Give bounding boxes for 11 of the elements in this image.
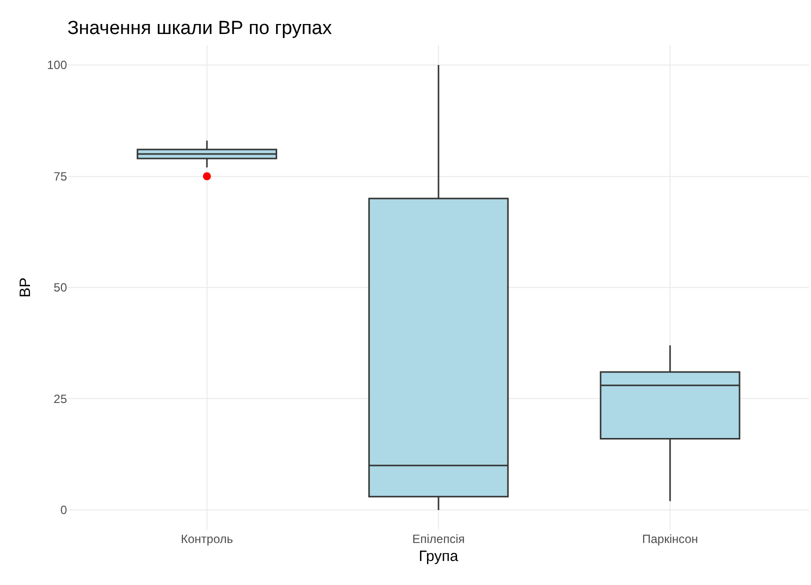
y-tick-label: 50 bbox=[54, 280, 68, 295]
chart-title: Значення шкали ВР по групах bbox=[67, 18, 332, 39]
x-tick-label: Епілепсія bbox=[412, 532, 465, 546]
x-tick-label: Паркінсон bbox=[642, 532, 698, 546]
y-tick-label: 100 bbox=[46, 58, 68, 72]
y-tick-label: 75 bbox=[54, 169, 68, 184]
y-tick-label: 0 bbox=[60, 503, 68, 518]
x-axis-title: Група bbox=[418, 548, 459, 565]
x-tick-label: Контроль bbox=[180, 532, 234, 546]
y-axis-title: ВР bbox=[17, 277, 34, 298]
y-tick-label: 25 bbox=[54, 392, 68, 406]
